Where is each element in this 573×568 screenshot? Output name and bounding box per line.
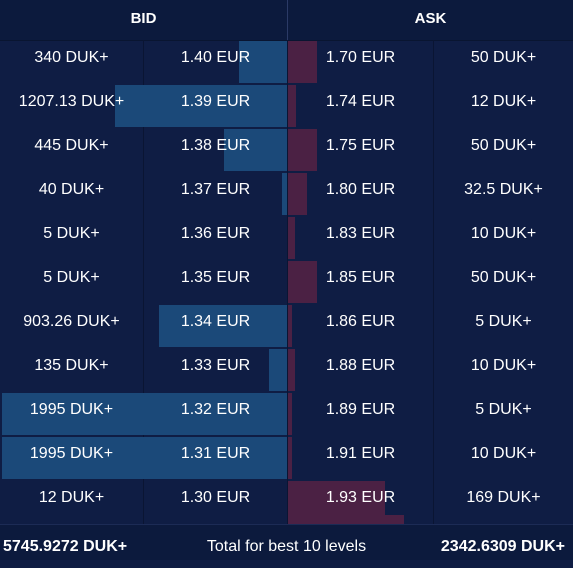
ask-quantity: 50 DUK+ — [470, 268, 537, 286]
ask-price: 1.91 EUR — [325, 444, 396, 462]
ask-total: 2342.6309 DUK+ — [440, 538, 565, 555]
ask-price: 1.85 EUR — [325, 268, 396, 286]
ask-depth-bar — [288, 437, 292, 479]
ask-depth-bar — [288, 261, 317, 303]
ask-quantity: 10 DUK+ — [470, 356, 537, 374]
ask-depth-bar — [288, 305, 292, 347]
bid-quantity: 340 DUK+ — [34, 48, 109, 66]
ask-quantity: 5 DUK+ — [475, 312, 532, 330]
bid-price: 1.40 EUR — [180, 48, 251, 66]
bid-quantity: 5 DUK+ — [43, 268, 100, 286]
bid-quantity: 1995 DUK+ — [29, 444, 114, 462]
bid-price: 1.33 EUR — [180, 356, 251, 374]
bid-price: 1.32 EUR — [180, 400, 251, 418]
orderbook-footer: 5745.9272 DUK+ Total for best 10 levels … — [0, 524, 573, 560]
orderbook-row[interactable]: 1207.13 DUK+ 1.39 EUR 1.74 EUR 12 DUK+ — [0, 84, 573, 128]
bid-price: 1.34 EUR — [180, 312, 251, 330]
ask-price: 1.93 EUR — [325, 488, 396, 506]
orderbook-row[interactable]: 5 DUK+ 1.36 EUR 1.83 EUR 10 DUK+ — [0, 216, 573, 260]
ask-depth-bar — [288, 393, 292, 435]
bid-total: 5745.9272 DUK+ — [3, 538, 128, 555]
bid-price: 1.35 EUR — [180, 268, 251, 286]
bid-price: 1.36 EUR — [180, 224, 251, 242]
ask-depth-bar — [288, 217, 295, 259]
orderbook-row[interactable]: 1995 DUK+ 1.32 EUR 1.89 EUR 5 DUK+ — [0, 392, 573, 436]
bid-quantity: 1207.13 DUK+ — [18, 92, 125, 110]
orderbook-row[interactable]: 903.26 DUK+ 1.34 EUR 1.86 EUR 5 DUK+ — [0, 304, 573, 348]
ask-price: 1.80 EUR — [325, 180, 396, 198]
ask-header: ASK — [414, 10, 447, 27]
orderbook-row[interactable]: 40 DUK+ 1.37 EUR 1.80 EUR 32.5 DUK+ — [0, 172, 573, 216]
ask-depth-bar — [288, 41, 317, 83]
column-divider — [287, 40, 288, 524]
ask-quantity: 5 DUK+ — [475, 400, 532, 418]
ask-quantity: 169 DUK+ — [466, 488, 541, 506]
column-divider — [433, 40, 434, 524]
ask-price: 1.89 EUR — [325, 400, 396, 418]
ask-depth-bar — [288, 129, 317, 171]
orderbook-row[interactable]: 12 DUK+ 1.30 EUR 1.93 EUR 169 DUK+ — [0, 480, 573, 524]
bid-quantity: 445 DUK+ — [34, 136, 109, 154]
ask-quantity: 12 DUK+ — [470, 92, 537, 110]
ask-quantity: 50 DUK+ — [470, 48, 537, 66]
ask-quantity: 10 DUK+ — [470, 444, 537, 462]
bid-quantity: 12 DUK+ — [38, 488, 105, 506]
orderbook-table: 340 DUK+ 1.40 EUR 1.70 EUR 50 DUK+ 1207.13 D… — [0, 40, 573, 524]
ask-price: 1.70 EUR — [325, 48, 396, 66]
orderbook-row[interactable]: 135 DUK+ 1.33 EUR 1.88 EUR 10 DUK+ — [0, 348, 573, 392]
orderbook-row[interactable]: 5 DUK+ 1.35 EUR 1.85 EUR 50 DUK+ — [0, 260, 573, 304]
ask-quantity: 32.5 DUK+ — [464, 180, 543, 198]
bid-depth-bar — [159, 305, 287, 347]
bid-depth-bar — [2, 437, 287, 479]
ask-depth-bar — [288, 349, 295, 391]
bid-price: 1.37 EUR — [180, 180, 251, 198]
bid-depth-bar — [269, 349, 287, 391]
bid-price: 1.38 EUR — [180, 136, 251, 154]
header-divider — [287, 0, 288, 40]
bid-quantity: 1995 DUK+ — [29, 400, 114, 418]
bid-price: 1.30 EUR — [180, 488, 251, 506]
ask-price: 1.75 EUR — [325, 136, 396, 154]
bid-quantity: 40 DUK+ — [38, 180, 105, 198]
orderbook-header: BID ASK — [0, 0, 573, 41]
orderbook-row[interactable]: 445 DUK+ 1.38 EUR 1.75 EUR 50 DUK+ — [0, 128, 573, 172]
bid-price: 1.31 EUR — [180, 444, 251, 462]
ask-quantity: 50 DUK+ — [470, 136, 537, 154]
bid-depth-bar — [224, 129, 287, 171]
ask-price: 1.74 EUR — [325, 92, 396, 110]
orderbook-row[interactable]: 1995 DUK+ 1.31 EUR 1.91 EUR 10 DUK+ — [0, 436, 573, 480]
ask-depth-bar — [288, 85, 296, 127]
bid-depth-bar — [282, 173, 287, 215]
column-divider — [143, 40, 144, 524]
ask-depth-bar — [288, 173, 307, 215]
orderbook-row[interactable]: 340 DUK+ 1.40 EUR 1.70 EUR 50 DUK+ — [0, 40, 573, 84]
bid-quantity: 5 DUK+ — [43, 224, 100, 242]
ask-depth-bar — [288, 481, 385, 523]
bid-depth-bar — [115, 85, 287, 127]
bid-header: BID — [130, 10, 157, 27]
ask-quantity: 10 DUK+ — [470, 224, 537, 242]
bid-quantity: 135 DUK+ — [34, 356, 109, 374]
bid-depth-bar — [2, 393, 287, 435]
bid-depth-bar — [239, 41, 287, 83]
bid-price: 1.39 EUR — [180, 92, 251, 110]
totals-label: Total for best 10 levels — [206, 538, 367, 555]
ask-price: 1.88 EUR — [325, 356, 396, 374]
bid-quantity: 903.26 DUK+ — [23, 312, 120, 330]
ask-price: 1.86 EUR — [325, 312, 396, 330]
ask-price: 1.83 EUR — [325, 224, 396, 242]
